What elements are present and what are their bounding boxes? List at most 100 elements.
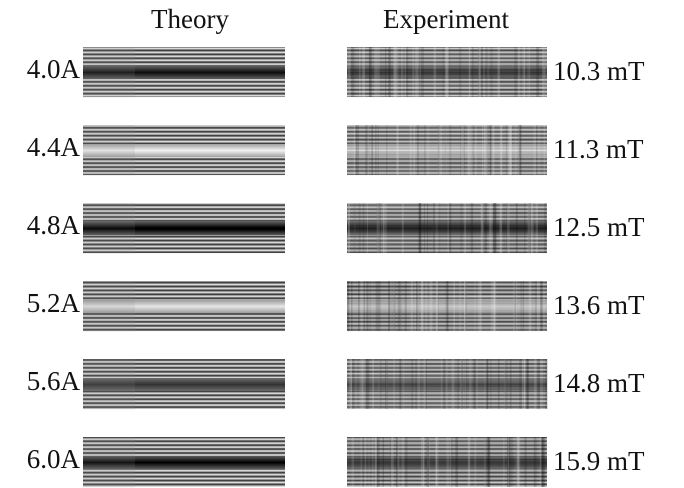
experiment-streak [461,359,464,409]
experiment-stripe [347,167,547,169]
experiment-streak [350,359,352,409]
experiment-streak [361,47,365,97]
theory-stripe [83,406,285,408]
theory-stripe [83,440,285,442]
experiment-stripe [347,161,547,163]
theory-stripe [83,399,285,401]
experiment-streak [542,47,546,97]
experiment-stripe [347,93,547,95]
theory-stripe-left [83,232,135,234]
theory-label: 4.8A [27,210,81,240]
experiment-stripe [347,399,547,401]
experiment-streak [433,203,435,253]
theory-stripe [83,294,285,296]
experiment-streak [455,437,458,487]
experiment-streak [411,359,414,409]
theory-stripe [83,150,285,152]
experiment-streak [511,437,514,487]
theory-stripe [83,73,285,75]
theory-stripe-left [83,62,135,64]
theory-stripe-left [83,373,135,375]
experiment-streak [500,125,503,175]
experiment-label: 12.5 mT [553,212,645,242]
experiment-stripe [347,405,547,407]
experiment-streak [514,125,517,175]
experiment-streak [485,125,488,175]
theory-stripe [83,451,285,453]
experiment-stripe [347,233,547,235]
theory-stripe-left [83,137,135,139]
experiment-streak [393,47,397,97]
experiment-streak [522,281,524,331]
theory-stripe [83,83,285,85]
theory-stripe-left [83,445,135,447]
theory-stripe-left [83,440,135,442]
theory-stripe-left [83,329,135,331]
experiment-image [347,203,547,254]
theory-stripe [83,480,285,482]
theory-stripe-left [83,486,135,488]
theory-stripe-left [83,156,135,158]
experiment-stripe [347,127,547,129]
experiment-streak [458,47,462,97]
theory-stripe-left [83,368,135,370]
experiment-stripe [347,240,547,242]
theory-stripe-left [83,393,135,395]
experiment-stripe [347,68,547,70]
experiment-stripe [347,250,547,252]
theory-stripe [83,365,285,367]
experiment-stripe [347,241,547,243]
experiment-streak [457,359,459,409]
theory-stripe-left [83,462,135,464]
experiment-streak [435,203,438,253]
experiment-streak [483,125,486,175]
experiment-stripe [347,321,547,323]
experiment-streak [400,47,404,97]
theory-stripe [83,248,285,250]
theory-stripe [83,82,285,84]
experiment-stripe [347,362,547,364]
theory-stripe [83,316,285,318]
theory-stripe-left [83,381,135,383]
experiment-streak [507,437,510,487]
experiment-streak [484,437,488,487]
experiment-streak [405,437,408,487]
experiment-stripe [347,212,547,214]
experiment-streak [481,203,484,253]
experiment-stripe [347,72,547,74]
experiment-stripe [347,55,547,57]
experiment-streak [520,281,522,331]
experiment-stripe [347,288,547,290]
theory-stripe [83,477,285,479]
experiment-stripe [347,359,547,361]
theory-stripe-left [83,224,135,226]
experiment-stripe [347,400,547,402]
experiment-stripe [347,169,547,171]
experiment-streak [410,281,414,331]
experiment-stripe [347,402,547,404]
experiment-streak [504,359,507,409]
experiment-stripe [347,377,547,379]
theory-stripe [83,233,285,235]
experiment-streak [368,47,372,97]
experiment-stripe [347,461,547,463]
theory-stripe-left [83,50,135,52]
theory-stripe-left [83,165,135,167]
experiment-streak [474,281,476,331]
theory-stripe [83,173,285,175]
experiment-stripe [347,132,547,134]
theory-stripe-left [83,81,135,83]
theory-stripe [83,382,285,384]
theory-stripe [83,327,285,329]
experiment-stripe [347,296,547,298]
theory-stripe [83,143,285,145]
experiment-stripe [347,238,547,240]
theory-stripe [83,127,285,129]
theory-stripe [83,53,285,55]
experiment-streak [531,203,535,253]
experiment-stripe [347,485,547,487]
theory-stripe [83,207,285,209]
experiment-streak [507,125,510,175]
theory-stripe-left [83,135,135,137]
experiment-stripe [347,456,547,458]
